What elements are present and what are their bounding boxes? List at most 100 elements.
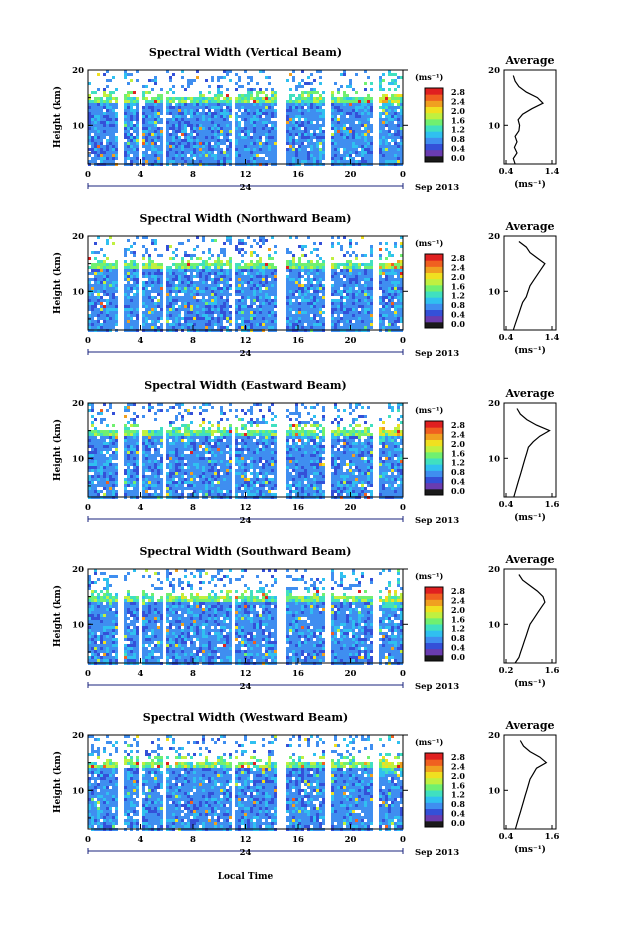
heatmap-cell [385,136,388,139]
heatmap-cell [307,154,310,157]
heatmap-cell [256,308,259,311]
heatmap-cell [262,266,265,269]
heatmap-cell [361,136,364,139]
heatmap-cell [154,248,157,251]
heatmap-cell [304,308,307,311]
heatmap-cell [211,308,214,311]
heatmap-cell [211,127,214,130]
heatmap-cell [217,88,220,91]
heatmap-cell [196,293,199,296]
heatmap-cell [343,254,346,257]
heatmap-cell [253,308,256,311]
heatmap-cell [148,430,151,433]
heatmap-cell [298,302,301,305]
heatmap-cell [337,124,340,127]
heatmap-cell [181,109,184,112]
heatmap-cell [247,157,250,160]
colorbar-unit: (ms⁻¹) [415,238,443,248]
heatmap-cell [115,145,118,148]
heatmap-cell [292,133,295,136]
heatmap-cell [106,239,109,242]
heatmap-cell [244,130,247,133]
heatmap-cell [226,151,229,154]
heatmap-cell [88,115,91,118]
heatmap-cell [274,148,277,151]
heatmap-cell [151,320,154,323]
heatmap-cell [205,106,208,109]
heatmap-cell [268,160,271,163]
heatmap-cell [274,142,277,145]
heatmap-cell [202,317,205,320]
heatmap-cell [319,142,322,145]
heatmap-cell [166,130,169,133]
heatmap-cell [334,154,337,157]
heatmap-cell [91,263,94,266]
heatmap-cell [235,142,238,145]
heatmap-cell [157,130,160,133]
heatmap-cell [394,317,397,320]
heatmap-cell [256,136,259,139]
heatmap-cell [223,293,226,296]
heatmap-cell [337,308,340,311]
heatmap-cell [133,418,136,421]
heatmap-cell [202,290,205,293]
heatmap-cell [358,160,361,163]
heatmap-cell [97,287,100,290]
heatmap-cell [130,151,133,154]
heatmap-cell [196,97,199,100]
heatmap-cell [334,130,337,133]
heatmap-cell [295,85,298,88]
heatmap-cell [226,70,229,73]
heatmap-cell [208,269,211,272]
heatmap-cell [337,112,340,115]
heatmap-cell [397,112,400,115]
heatmap-cell [310,278,313,281]
heatmap-cell [307,296,310,299]
colorbar-swatch [425,254,443,261]
heatmap-cell [301,70,304,73]
heatmap-cell [343,118,346,121]
heatmap [88,70,403,166]
heatmap-cell [331,115,334,118]
heatmap-cell [112,112,115,115]
heatmap-cell [127,106,130,109]
heatmap-cell [172,115,175,118]
heatmap-cell [109,115,112,118]
heatmap-cell [346,142,349,145]
heatmap-cell [205,100,208,103]
heatmap-cell [343,160,346,163]
heatmap-cell [331,275,334,278]
heatmap-cell [217,305,220,308]
heatmap-cell [370,263,373,266]
heatmap-cell [286,317,289,320]
heatmap-cell [103,115,106,118]
heatmap-cell [169,296,172,299]
heatmap-cell [145,151,148,154]
heatmap-cell [292,76,295,79]
heatmap-cell [103,130,106,133]
heatmap-cell [124,308,127,311]
heatmap-cell [256,272,259,275]
heatmap-cell [286,130,289,133]
heatmap-cell [166,314,169,317]
heatmap-cell [97,145,100,148]
heatmap-cell [304,320,307,323]
heatmap-cell [388,251,391,254]
heatmap-cell [214,157,217,160]
heatmap-cell [220,251,223,254]
heatmap-cell [103,266,106,269]
heatmap-cell [331,263,334,266]
heatmap-cell [199,269,202,272]
heatmap-cell [190,145,193,148]
heatmap-cell [127,314,130,317]
heatmap-cell [175,121,178,124]
heatmap-cell [172,311,175,314]
heatmap-cell [184,299,187,302]
heatmap-cell [262,296,265,299]
heatmap-cell [172,326,175,329]
heatmap-cell [265,302,268,305]
heatmap-cell [208,148,211,151]
heatmap-cell [181,326,184,329]
heatmap-cell [244,263,247,266]
heatmap-cell [166,97,169,100]
